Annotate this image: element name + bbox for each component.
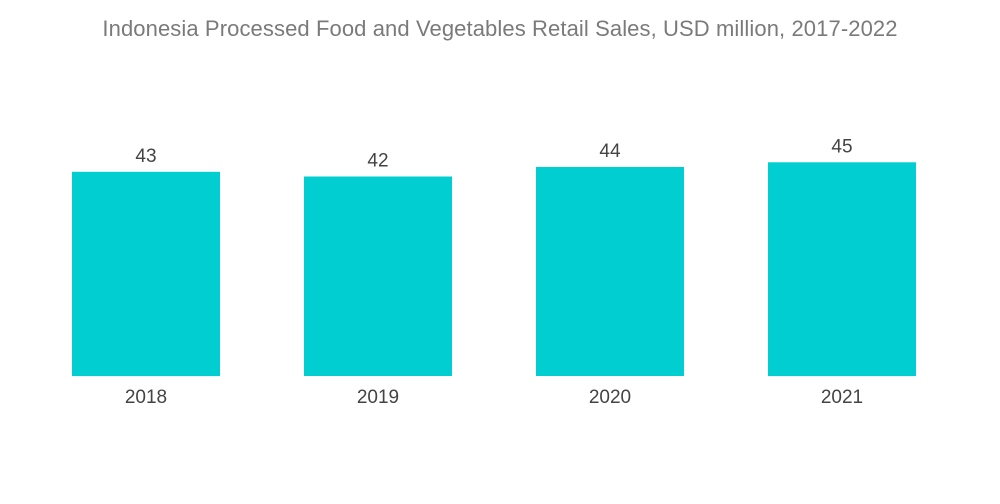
x-tick-label-2018: 2018: [125, 387, 167, 408]
bar-2020: [536, 167, 684, 376]
value-label-2018: 43: [135, 146, 156, 167]
value-label-2020: 44: [599, 141, 621, 162]
bar-2018: [72, 171, 220, 377]
x-tick-label-2019: 2019: [357, 387, 399, 408]
x-axis-tick-labels: 2018 2019 2020 2021: [125, 387, 863, 408]
bars-group: [72, 162, 916, 377]
value-label-2021: 45: [831, 136, 852, 157]
bar-2021: [768, 162, 916, 377]
chart-title: Indonesia Processed Food and Vegetables …: [102, 16, 898, 41]
value-labels-group: 43 42 44 45: [135, 136, 852, 171]
x-tick-label-2020: 2020: [589, 387, 631, 408]
bar-2019: [304, 176, 452, 376]
value-label-2019: 42: [367, 151, 388, 172]
x-tick-label-2021: 2021: [821, 387, 863, 408]
